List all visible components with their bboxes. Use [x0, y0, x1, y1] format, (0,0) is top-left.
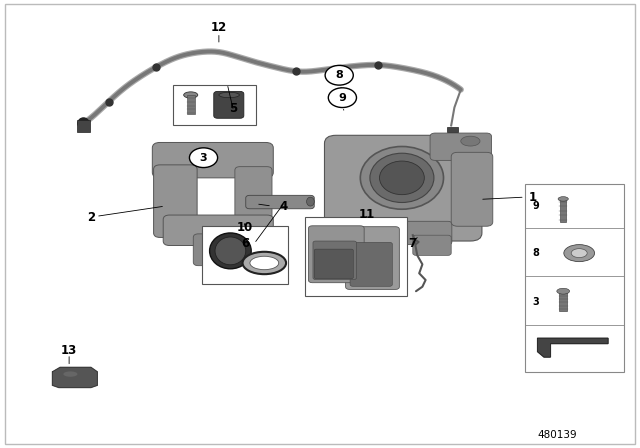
FancyBboxPatch shape: [235, 167, 272, 219]
Bar: [173, 85, 256, 125]
Circle shape: [325, 65, 353, 85]
FancyBboxPatch shape: [154, 165, 197, 237]
Polygon shape: [52, 367, 97, 388]
Text: 4: 4: [280, 199, 287, 213]
Text: 480139: 480139: [537, 431, 577, 440]
Bar: [559, 291, 567, 311]
Circle shape: [189, 148, 218, 168]
Ellipse shape: [219, 92, 239, 98]
Bar: [447, 127, 458, 132]
FancyBboxPatch shape: [430, 133, 492, 160]
Text: 3: 3: [200, 153, 207, 163]
Ellipse shape: [63, 371, 77, 377]
Bar: [77, 120, 90, 132]
Text: 9: 9: [532, 201, 540, 211]
Ellipse shape: [461, 136, 480, 146]
Bar: [560, 200, 566, 222]
Ellipse shape: [564, 245, 595, 262]
Text: 10: 10: [236, 221, 253, 234]
Ellipse shape: [380, 161, 424, 194]
FancyBboxPatch shape: [413, 235, 451, 255]
Ellipse shape: [209, 233, 251, 269]
FancyBboxPatch shape: [324, 135, 482, 241]
FancyBboxPatch shape: [152, 142, 273, 178]
Text: 12: 12: [211, 21, 227, 34]
Text: 8: 8: [532, 248, 540, 258]
FancyBboxPatch shape: [193, 234, 253, 266]
Circle shape: [328, 88, 356, 108]
Text: 1: 1: [529, 190, 536, 204]
Bar: [525, 184, 624, 372]
Text: 11: 11: [358, 207, 375, 221]
Text: 9: 9: [339, 93, 346, 103]
FancyBboxPatch shape: [380, 221, 452, 245]
Ellipse shape: [184, 92, 198, 98]
Text: 3: 3: [532, 297, 540, 307]
FancyBboxPatch shape: [214, 91, 244, 118]
Text: 13: 13: [61, 344, 77, 357]
Ellipse shape: [215, 237, 246, 265]
Ellipse shape: [360, 146, 444, 209]
Bar: [202, 226, 288, 284]
Polygon shape: [538, 338, 608, 357]
Ellipse shape: [558, 197, 568, 201]
Ellipse shape: [370, 153, 434, 202]
Text: 7: 7: [409, 237, 417, 250]
Text: 8: 8: [335, 70, 343, 80]
Ellipse shape: [243, 252, 286, 274]
Bar: [187, 95, 195, 114]
FancyBboxPatch shape: [246, 195, 314, 209]
FancyBboxPatch shape: [346, 227, 399, 289]
Text: 2: 2: [87, 211, 95, 224]
FancyBboxPatch shape: [451, 152, 493, 226]
FancyBboxPatch shape: [314, 249, 353, 279]
Ellipse shape: [307, 197, 314, 206]
Bar: [305, 217, 407, 296]
Text: 5: 5: [230, 102, 237, 115]
FancyBboxPatch shape: [163, 215, 273, 246]
FancyBboxPatch shape: [313, 241, 356, 280]
Ellipse shape: [250, 256, 279, 270]
Ellipse shape: [571, 249, 588, 258]
FancyBboxPatch shape: [308, 226, 364, 283]
Ellipse shape: [557, 289, 570, 294]
Text: 6: 6: [241, 237, 249, 250]
FancyBboxPatch shape: [350, 242, 392, 286]
